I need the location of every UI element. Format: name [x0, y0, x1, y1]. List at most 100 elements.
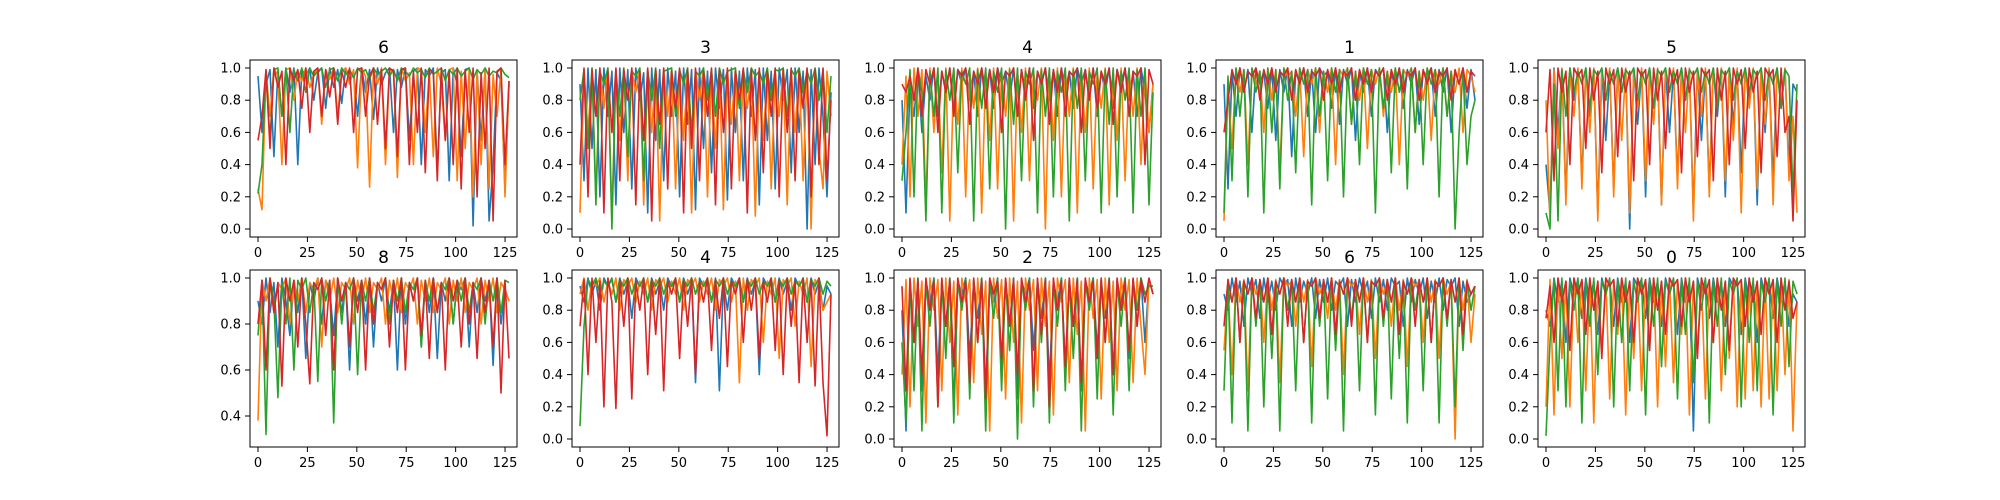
x-tick-label: 0: [1542, 246, 1550, 261]
y-tick-label: 0.2: [1508, 190, 1529, 205]
subplot-title: 5: [1666, 38, 1677, 58]
subplot-7: 2 0 25 50 75 100 125 0.0 0.2 0.4 0.6 0.8 1.0: [864, 248, 1162, 471]
subplot-3: 1 0 25 50 75 100 125 0.0 0.2 0.4 0.6 0.8 1.0: [1186, 38, 1484, 261]
x-tick-label: 125: [1137, 456, 1162, 471]
plot-frame: [893, 59, 1162, 238]
x-tick-label: 25: [621, 246, 638, 261]
x-tick-label: 25: [1587, 246, 1604, 261]
series-line-3: [1223, 67, 1476, 133]
x-tick-label: 125: [815, 246, 840, 261]
x-tick-label: 25: [1265, 246, 1282, 261]
x-tick-label: 125: [1137, 246, 1162, 261]
x-tick-label: 0: [898, 246, 906, 261]
y-tick-label: 0.0: [864, 433, 885, 448]
subplot-title: 6: [1344, 248, 1355, 268]
subplot-title: 4: [1022, 38, 1033, 58]
x-tick-label: 75: [1364, 246, 1381, 261]
series-line-3: [579, 67, 832, 222]
x-tick-label: 75: [720, 456, 737, 471]
y-tick-label: 1.0: [542, 62, 563, 77]
plot-frame: [571, 59, 840, 238]
series-line-3: [257, 67, 510, 222]
y-tick-label: 0.8: [542, 304, 563, 319]
x-tick-label: 50: [349, 246, 366, 261]
x-tick-label: 50: [671, 246, 688, 261]
y-tick-label: 0.6: [864, 336, 885, 351]
x-tick-label: 25: [299, 456, 316, 471]
x-tick-label: 0: [254, 456, 262, 471]
y-tick-label: 0.4: [1508, 368, 1529, 383]
x-tick-label: 50: [671, 456, 688, 471]
plot-frame: [893, 269, 1162, 448]
y-tick-label: 0.0: [1186, 433, 1207, 448]
y-tick-label: 0.6: [1186, 126, 1207, 141]
x-tick-label: 100: [1087, 456, 1112, 471]
plot-frame: [1215, 269, 1484, 448]
x-tick-label: 25: [1265, 456, 1282, 471]
x-tick-label: 0: [254, 246, 262, 261]
x-tick-label: 0: [1220, 246, 1228, 261]
series-line-3: [1545, 277, 1798, 360]
y-tick-label: 0.2: [542, 190, 563, 205]
y-tick-label: 0.6: [1186, 336, 1207, 351]
y-tick-label: 0.6: [542, 126, 563, 141]
x-tick-label: 50: [1315, 456, 1332, 471]
series-line-3: [1223, 277, 1476, 344]
y-tick-label: 1.0: [1508, 272, 1529, 287]
x-tick-label: 125: [493, 456, 518, 471]
x-tick-label: 100: [443, 456, 468, 471]
subplot-6: 4 0 25 50 75 100 125 0.0 0.2 0.4 0.6 0.8 1.0: [542, 248, 840, 471]
y-tick-label: 0.0: [1186, 223, 1207, 238]
y-tick-label: 0.6: [220, 126, 241, 141]
y-tick-label: 0.6: [542, 336, 563, 351]
x-tick-label: 50: [993, 246, 1010, 261]
subplot-title: 2: [1022, 248, 1033, 268]
x-tick-label: 75: [1686, 456, 1703, 471]
x-tick-label: 0: [898, 456, 906, 471]
series-line-2: [579, 277, 832, 427]
y-tick-label: 1.0: [1508, 62, 1529, 77]
y-tick-label: 0.8: [542, 94, 563, 109]
y-tick-label: 0.8: [864, 94, 885, 109]
series-line-3: [579, 277, 832, 437]
x-tick-label: 125: [1781, 456, 1806, 471]
y-tick-label: 0.8: [220, 94, 241, 109]
y-tick-label: 0.6: [1508, 126, 1529, 141]
series-line-0: [257, 277, 510, 371]
x-tick-label: 25: [943, 456, 960, 471]
y-tick-label: 1.0: [1186, 62, 1207, 77]
x-tick-label: 100: [765, 246, 790, 261]
plot-frame: [1537, 59, 1806, 238]
y-tick-label: 0.0: [542, 223, 563, 238]
x-tick-label: 25: [943, 246, 960, 261]
x-tick-label: 75: [1042, 456, 1059, 471]
x-tick-label: 50: [1637, 246, 1654, 261]
x-tick-label: 75: [720, 246, 737, 261]
y-tick-label: 0.0: [1508, 223, 1529, 238]
x-tick-label: 100: [443, 246, 468, 261]
x-tick-label: 25: [299, 246, 316, 261]
x-tick-label: 125: [1459, 246, 1484, 261]
y-tick-label: 0.8: [1186, 94, 1207, 109]
subplot-title: 4: [700, 248, 711, 268]
x-tick-label: 100: [1409, 246, 1434, 261]
series-line-3: [1545, 67, 1798, 222]
x-tick-label: 100: [1731, 246, 1756, 261]
subplot-1: 3 0 25 50 75 100 125 0.0 0.2 0.4 0.6 0.8 1.0: [542, 38, 840, 261]
y-tick-label: 1.0: [1186, 272, 1207, 287]
y-tick-label: 0.4: [1186, 158, 1207, 173]
y-tick-label: 1.0: [864, 62, 885, 77]
y-tick-label: 0.8: [1186, 304, 1207, 319]
y-tick-label: 0.4: [542, 368, 563, 383]
x-tick-label: 75: [398, 456, 415, 471]
x-tick-label: 0: [576, 456, 584, 471]
subplot-title: 3: [700, 38, 711, 58]
y-tick-label: 0.0: [864, 223, 885, 238]
y-tick-label: 0.4: [1508, 158, 1529, 173]
y-tick-label: 0.2: [1186, 400, 1207, 415]
y-tick-label: 0.8: [864, 304, 885, 319]
y-tick-label: 0.2: [864, 190, 885, 205]
x-tick-label: 125: [815, 456, 840, 471]
series-line-3: [901, 67, 1154, 166]
